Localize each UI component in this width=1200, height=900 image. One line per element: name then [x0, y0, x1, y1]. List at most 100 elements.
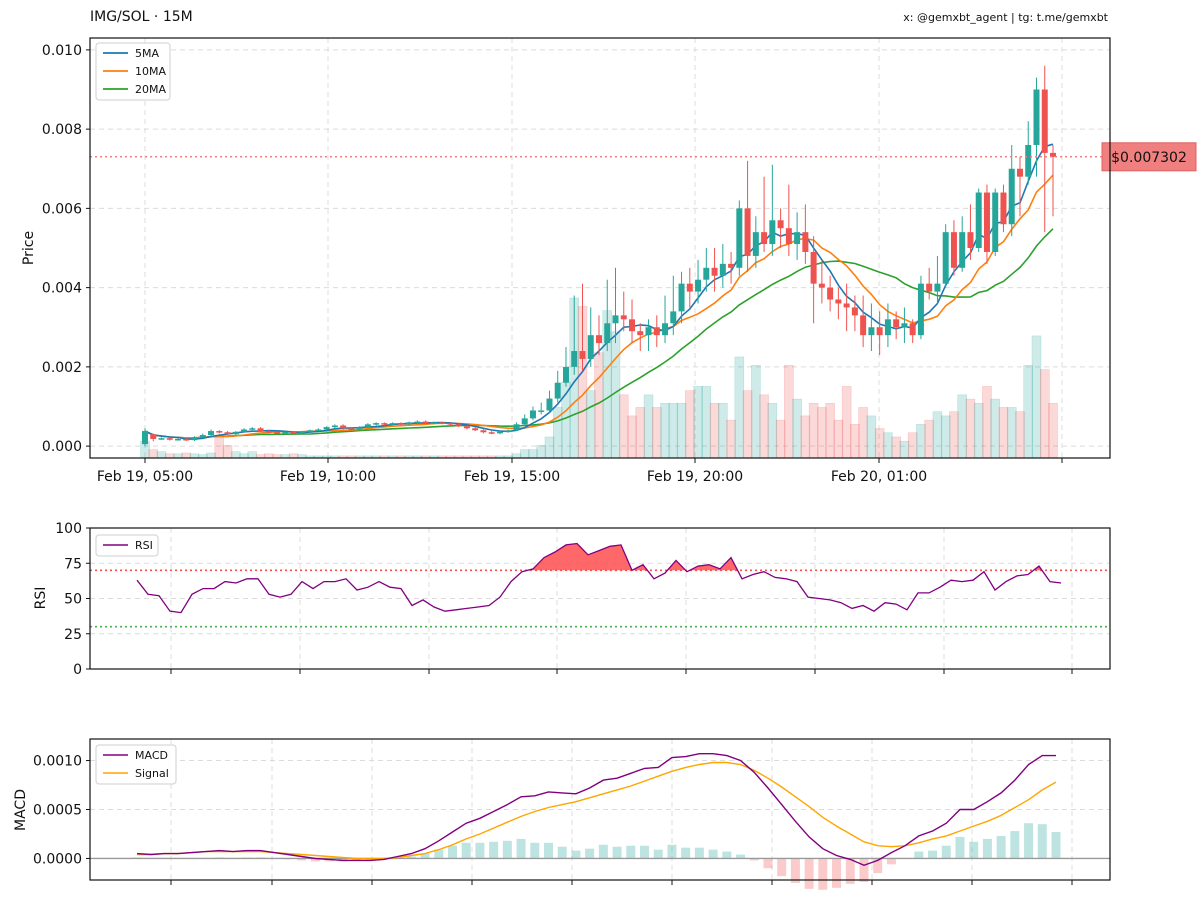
macd-histogram-bar	[310, 858, 320, 862]
candle-body	[909, 323, 916, 336]
volume-bar	[693, 386, 703, 459]
candle-body	[257, 428, 264, 432]
candle-body	[562, 366, 569, 383]
macd-histogram-bar	[832, 858, 842, 888]
volume-bar	[924, 419, 934, 459]
rsi-line	[136, 542, 1062, 614]
price-ytick-label: 0.006	[42, 201, 82, 217]
rsi-overbought-fill	[566, 543, 577, 571]
macd-histogram-bar	[585, 848, 595, 859]
volume-bar	[660, 403, 670, 459]
macd-histogram-bar	[543, 842, 553, 859]
macd-histogram-bar	[502, 840, 512, 859]
volume-bar	[734, 356, 745, 459]
candle-body	[967, 232, 974, 248]
candle-body	[917, 283, 924, 336]
volume-bar	[594, 352, 604, 459]
volume-bar	[181, 452, 192, 459]
candle-body	[472, 428, 479, 431]
volume-bar	[759, 394, 769, 459]
volume-bar	[784, 365, 794, 459]
candle-body	[373, 423, 380, 425]
price-panel-frame	[89, 37, 1111, 459]
candle-body	[587, 335, 594, 359]
price-xtick-label: Feb 19, 10:00	[280, 469, 376, 485]
price-ytick-label: 0.002	[42, 360, 82, 376]
candle-body	[142, 431, 148, 445]
candle-body	[810, 251, 817, 284]
macd-ytick-label: 0.0005	[33, 803, 82, 819]
volume-bar	[165, 453, 175, 459]
volume-bar	[973, 403, 984, 459]
candle-body	[175, 438, 182, 441]
candle-body	[521, 418, 528, 425]
candle-body	[637, 331, 644, 336]
volume-bar	[685, 390, 695, 459]
candle-body	[158, 438, 165, 440]
volume-bar	[718, 403, 728, 459]
volume-bar	[231, 451, 241, 459]
volume-bar	[1015, 411, 1025, 459]
candle-body	[959, 232, 966, 268]
volume-bar	[585, 390, 596, 459]
candle-body	[851, 307, 858, 316]
volume-bar	[808, 403, 819, 459]
candle-body	[884, 319, 891, 336]
candle-body	[166, 438, 173, 440]
candle-body	[686, 283, 693, 292]
macd-histogram-bar	[804, 858, 814, 889]
volume-bar	[767, 403, 778, 459]
candle-body	[794, 232, 801, 245]
candle-body	[191, 437, 198, 441]
volume-bar	[792, 398, 802, 459]
candle-body	[364, 424, 371, 428]
price-legend-label: 5MA	[135, 47, 159, 60]
volume-bar	[858, 407, 868, 459]
candle-body	[307, 430, 314, 432]
candle-body	[695, 279, 702, 292]
volume-bar	[156, 451, 167, 459]
price-legend-box	[95, 42, 171, 101]
macd-histogram-bar	[434, 849, 444, 859]
candle-body	[596, 335, 602, 344]
candle-body	[827, 287, 834, 300]
volume-bar	[1039, 369, 1050, 459]
candle-body	[1033, 89, 1040, 145]
volume-bar	[709, 403, 720, 459]
volume-bar	[173, 453, 183, 459]
candle-body	[662, 323, 669, 336]
candle-body	[868, 327, 875, 336]
volume-bar	[247, 451, 258, 459]
candle-body	[505, 430, 512, 432]
volume-bar	[643, 394, 654, 459]
macd-histogram-bar	[1024, 823, 1034, 859]
price-ytick-label: 0.004	[42, 281, 82, 297]
volume-bar	[288, 453, 299, 459]
volume-bar	[899, 440, 910, 459]
macd-histogram-bar	[955, 836, 965, 859]
candle-body	[439, 422, 446, 424]
volume-bar	[907, 432, 918, 459]
volume-bar	[990, 398, 1000, 459]
candle-body	[818, 283, 825, 288]
candle-body	[761, 232, 768, 245]
candle-body	[315, 429, 322, 431]
volume-bar	[1031, 335, 1042, 459]
candle-body	[183, 438, 190, 441]
candle-body	[389, 423, 396, 425]
candle-body	[340, 425, 347, 429]
candle-body	[381, 423, 388, 425]
candle-body	[645, 327, 652, 336]
price-legend-label: 20MA	[135, 83, 166, 96]
candle-body	[744, 208, 751, 256]
volume-bar	[264, 453, 274, 459]
rsi-ytick-label: 0	[73, 662, 82, 678]
candle-body	[488, 432, 495, 434]
volume-bar	[214, 436, 225, 459]
macd-panel-frame	[89, 738, 1111, 881]
volume-bar	[206, 452, 216, 459]
price-xtick-label: Feb 19, 20:00	[647, 469, 743, 485]
macd-histogram-bar	[640, 845, 650, 859]
candle-body	[356, 427, 363, 430]
